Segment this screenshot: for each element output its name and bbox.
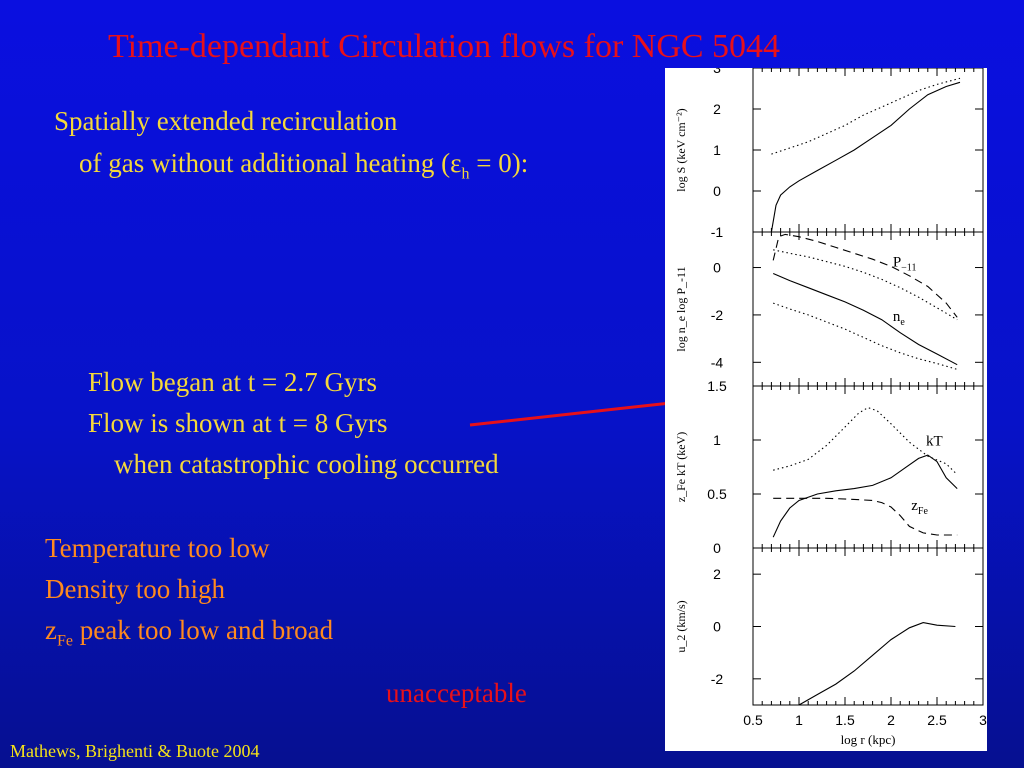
intro-line-2-start: of gas without additional heating ( [79, 148, 451, 178]
y-axis-label-2: z_Fe kT (keV) [674, 432, 688, 502]
series-line-2-0 [773, 406, 958, 475]
intro-line-1: Spatially extended recirculation [54, 106, 398, 136]
curve-label-2-0: kT [926, 433, 943, 449]
epsilon-subscript: h [461, 165, 470, 183]
y-tick-label: -1 [711, 224, 724, 240]
x-tick-label: 2 [887, 712, 895, 728]
y-tick-label: -2 [711, 671, 724, 687]
issue-zfe: zFe peak too low and broad [45, 617, 333, 649]
panel-frame-0 [752, 68, 984, 233]
y-tick-label: 0 [713, 260, 721, 276]
curve-label-sub: e [900, 317, 905, 328]
series-line-2-2 [773, 497, 958, 536]
verdict-text: unacceptable [386, 678, 527, 708]
issue-density: Density too high [45, 574, 225, 604]
flow-shown-text: Flow is shown at t = 8 Gyrs [88, 408, 388, 438]
epsilon-symbol: ε [450, 148, 462, 178]
panel-frame-1 [752, 231, 984, 387]
curve-label-sub: −11 [901, 262, 916, 273]
slide-title: Time-dependant Circulation flows for NGC… [108, 28, 781, 65]
issue-zfe-sub: Fe [56, 632, 73, 650]
x-axis-label: log r (kpc) [841, 732, 896, 747]
y-axis-label-0: log S (keV cm⁻²) [674, 108, 688, 191]
y-tick-label: -2 [711, 307, 724, 323]
curve-label-sub: Fe [918, 506, 929, 517]
series-line-0-0 [770, 81, 961, 233]
y-tick-label: 0 [713, 540, 721, 556]
y-axis-label-1: log n_e log P_-11 [674, 266, 688, 351]
y-tick-label: 1.5 [707, 378, 727, 394]
y-tick-label: 1 [713, 142, 721, 158]
curve-label-2-1: zFe [911, 498, 928, 517]
y-tick-label: 0 [713, 183, 721, 199]
y-tick-label: -4 [711, 354, 724, 370]
x-tick-label: 3 [979, 712, 987, 728]
y-tick-label: 0 [713, 619, 721, 635]
flow-began-text: Flow began at t = 2.7 Gyrs [88, 367, 377, 397]
series-line-1-0 [772, 233, 958, 318]
y-tick-label: 1 [713, 432, 721, 448]
y-tick-label: 2 [713, 101, 721, 117]
y-axis-label-3: u_2 (km/s) [674, 600, 688, 652]
series-line-0-1 [771, 77, 961, 155]
x-tick-label: 2.5 [927, 712, 947, 728]
y-tick-label: 2 [713, 566, 721, 582]
issue-temperature: Temperature too low [45, 533, 270, 563]
pointer-line-segment [469, 398, 699, 427]
curve-label-1-1: ne [893, 309, 906, 328]
series-line-1-3 [773, 302, 958, 370]
flow-cooling-text: when catastrophic cooling occurred [114, 449, 499, 479]
curve-label-1-0: P−11 [893, 254, 917, 273]
x-tick-label: 1 [795, 712, 803, 728]
x-tick-label: 1.5 [835, 712, 855, 728]
y-tick-label: 3 [713, 68, 721, 76]
x-tick-label: 0.5 [743, 712, 763, 728]
series-line-1-2 [772, 272, 958, 366]
issue-zfe-rest: peak too low and broad [72, 615, 334, 645]
issue-zfe-z: z [45, 615, 57, 645]
simulation-chart: -1 0 1 2 3 log S (keV cm⁻²) -4 -2 0 log n_e log P… [674, 68, 987, 747]
series-line-3-0 [798, 622, 956, 706]
simulation-figure: -1 0 1 2 3 log S (keV cm⁻²) -4 -2 0 log n_e log P… [665, 68, 987, 751]
intro-line-2-end: = 0): [469, 148, 529, 178]
series-line-2-1 [772, 454, 958, 538]
citation-footer: Mathews, Brighenti & Buote 2004 [10, 741, 260, 761]
y-tick-label: 0.5 [707, 486, 727, 502]
intro-line-2: of gas without additional heating (εh = … [79, 150, 528, 182]
